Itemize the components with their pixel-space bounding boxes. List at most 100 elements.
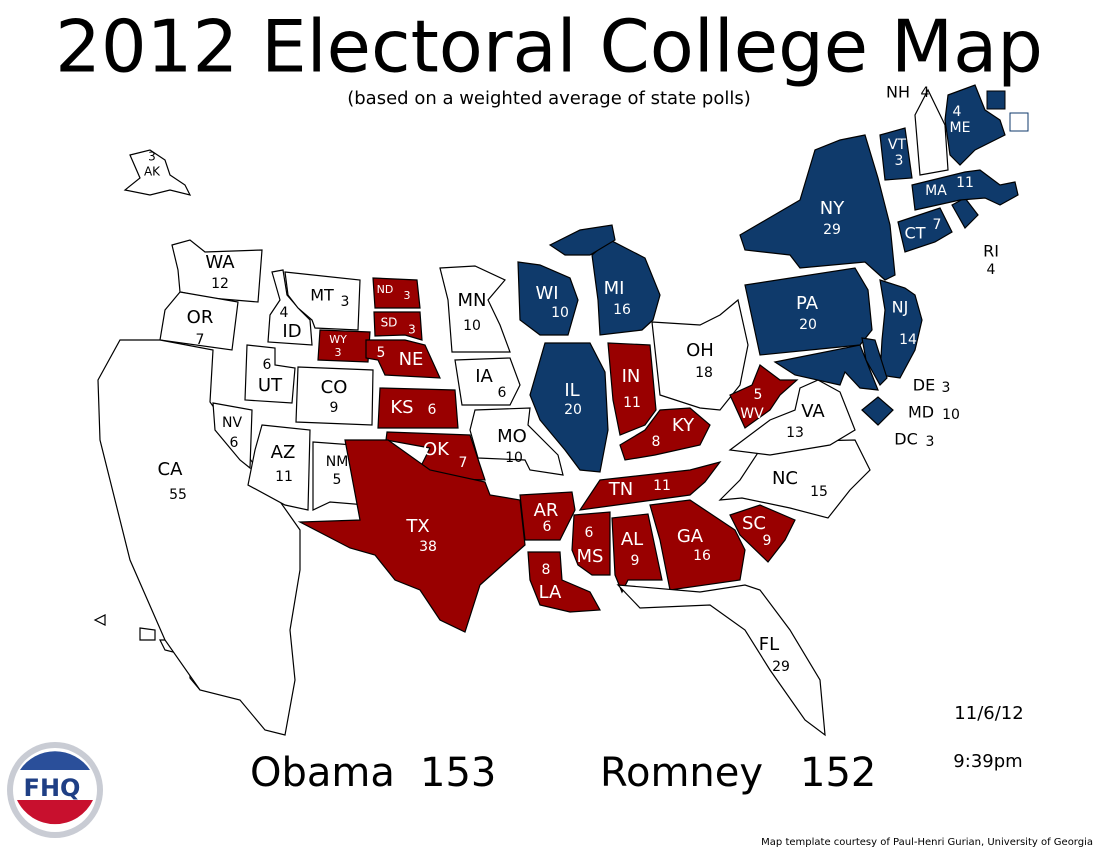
state-shape	[607, 342, 657, 436]
state-abbr: DE	[913, 376, 935, 395]
state-abbr: NM	[326, 454, 349, 470]
state-abbr: VT	[888, 137, 907, 153]
state-shape	[728, 379, 856, 456]
state-shape	[317, 329, 371, 363]
state-shape	[123, 149, 192, 196]
state-abbr: IA	[475, 366, 493, 387]
state-votes: 12	[211, 276, 229, 292]
state-abbr: WY	[329, 333, 347, 346]
state-abbr: OR	[187, 307, 214, 328]
logo-blue	[20, 751, 90, 770]
state-abbr: MI	[604, 278, 625, 299]
state-votes: 14	[899, 332, 917, 348]
state-abbr: VA	[801, 401, 825, 422]
state-abbr: AL	[621, 529, 643, 550]
state-shape	[897, 207, 953, 253]
state-shape	[739, 134, 896, 281]
state-abbr: GA	[677, 526, 704, 547]
state-votes: 11	[653, 478, 671, 494]
state-shape	[578, 460, 722, 511]
states: AK3HI4WA12OR7CA55NV6ID4MT3WY3UT6CO9AZ11N…	[93, 83, 1019, 737]
state-abbr: MN	[458, 290, 487, 311]
state-shape	[616, 584, 826, 737]
logo-red	[17, 800, 93, 825]
state-abbr: ND	[377, 283, 394, 296]
state-votes: 4	[953, 104, 962, 120]
state-shape	[212, 402, 253, 470]
state-shape	[439, 265, 511, 353]
state-votes: 5	[333, 472, 342, 488]
state-shape	[861, 337, 888, 386]
state-votes: 6	[263, 357, 272, 373]
state-abbr: MS	[577, 546, 604, 567]
credit: Map template courtesy of Paul-Henri Guri…	[761, 837, 1093, 848]
state-votes: 16	[693, 548, 711, 564]
time: 9:39pm	[953, 751, 1022, 772]
state-abbr: AR	[534, 500, 559, 521]
state-shape	[718, 439, 871, 519]
state-abbr: WA	[205, 252, 235, 273]
state-abbr: AK	[144, 165, 161, 179]
state-votes: 3	[404, 289, 411, 302]
state-abbr: NV	[222, 415, 242, 431]
state-shape	[267, 269, 313, 346]
obama-total: 153	[420, 750, 496, 796]
state-votes: 9	[763, 533, 772, 549]
legend-box-blue	[986, 90, 1006, 110]
state-shape	[469, 407, 564, 476]
state-votes: 7	[196, 332, 205, 348]
state-abbr: OK	[423, 439, 450, 460]
state-shape	[944, 84, 1006, 166]
state-votes: 6	[428, 402, 437, 418]
state-shape	[729, 364, 799, 429]
state-abbr: WI	[535, 283, 558, 304]
state-votes: 3	[942, 380, 951, 396]
state-votes: 8	[542, 562, 551, 578]
state-votes: 4	[987, 262, 996, 278]
state-shape	[729, 504, 796, 563]
logo-text: FHQ	[24, 774, 81, 802]
legend-box-white	[1009, 112, 1029, 132]
state-shape	[159, 291, 239, 351]
state-abbr: IN	[622, 366, 641, 387]
state-votes: 18	[695, 365, 713, 381]
state-votes: 13	[786, 425, 804, 441]
state-votes: 5	[377, 345, 386, 361]
state-shape	[571, 511, 611, 576]
state-votes: 20	[799, 317, 817, 333]
state-shape	[171, 239, 263, 303]
state-votes: 16	[613, 302, 631, 318]
state-votes: 3	[408, 323, 416, 337]
state-abbr: FL	[759, 634, 779, 655]
state-votes: 38	[419, 539, 437, 555]
state-votes: 3	[895, 153, 904, 169]
state-votes: 3	[148, 150, 156, 164]
state-abbr: KS	[390, 397, 413, 418]
state-abbr: IL	[564, 380, 579, 401]
state-abbr: KY	[672, 415, 695, 436]
state-shape	[454, 357, 521, 406]
state-shape	[139, 627, 156, 641]
state-votes: 3	[341, 294, 350, 310]
state-shape	[879, 127, 913, 181]
state-shape	[517, 261, 579, 336]
state-abbr: PA	[796, 293, 819, 314]
state-shape	[373, 311, 423, 341]
state-abbr: MD	[908, 403, 934, 422]
state-votes: 10	[551, 305, 569, 321]
state-abbr: LA	[539, 582, 562, 603]
state-abbr: MO	[497, 426, 527, 447]
state-votes: 7	[933, 217, 942, 233]
state-shape	[548, 224, 616, 256]
state-votes: 10	[463, 318, 481, 334]
state-votes: 3	[335, 346, 342, 359]
state-abbr: ID	[282, 321, 301, 342]
state-votes: 9	[631, 553, 640, 569]
state-abbr: TN	[608, 479, 633, 500]
state-votes: 6	[498, 385, 507, 401]
state-votes: 55	[169, 487, 187, 503]
state-votes: 8	[652, 434, 661, 450]
state-votes: 29	[772, 659, 790, 675]
state-abbr: CO	[321, 377, 348, 398]
